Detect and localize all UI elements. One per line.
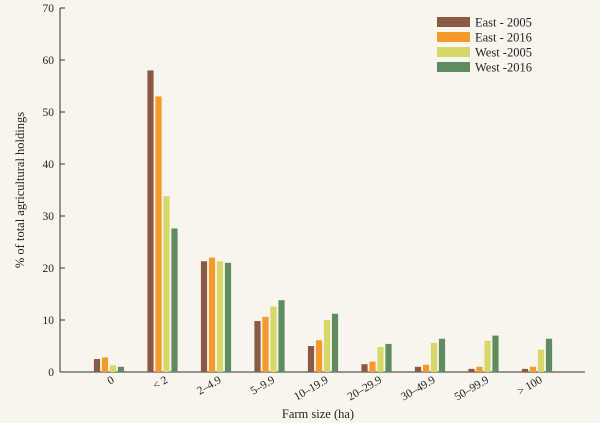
bar (155, 96, 162, 373)
bar (109, 365, 117, 372)
legend-label: West -2005 (475, 46, 532, 60)
x-tick-label: 20–29.9 (346, 374, 385, 403)
y-axis-ticks: 0 10 20 30 40 50 60 70 (43, 3, 65, 379)
bar (216, 261, 224, 372)
bar (369, 361, 376, 372)
bar (117, 366, 125, 372)
bar (492, 335, 499, 372)
x-tick-label: 30–49.9 (399, 374, 438, 403)
bar (377, 347, 384, 372)
bar (476, 366, 483, 372)
legend-label: East - 2016 (475, 31, 532, 45)
bar (101, 357, 109, 372)
bar (224, 262, 232, 372)
bar (163, 196, 170, 372)
y-tick-label: 40 (43, 159, 55, 171)
bar (200, 261, 208, 372)
y-tick-label: 0 (48, 367, 54, 379)
bar (484, 340, 491, 372)
bar (262, 316, 269, 372)
bar (529, 366, 537, 372)
bar (208, 257, 216, 372)
bar (278, 300, 285, 372)
bar (468, 368, 475, 372)
legend-label: West -2016 (475, 61, 532, 75)
bar (422, 364, 430, 372)
bar (323, 320, 331, 372)
bar (307, 346, 315, 372)
bar (315, 340, 323, 372)
legend-swatch (437, 47, 470, 57)
bar (545, 338, 553, 372)
y-tick-label: 70 (43, 3, 55, 15)
bar (270, 306, 277, 372)
x-tick-label: > 100 (515, 374, 544, 398)
bar (171, 228, 178, 372)
legend-swatch (437, 62, 470, 72)
bar (147, 70, 154, 373)
y-tick-label: 30 (43, 211, 55, 223)
x-axis-ticks: 0 < 2 2–4.9 5–9.9 10–19.9 20–29.9 30–49.9 50–99… (106, 374, 545, 403)
x-tick-label: 0 (106, 374, 117, 387)
bar (385, 343, 392, 372)
bar (93, 359, 101, 372)
bar (438, 338, 446, 372)
legend-swatch (437, 17, 470, 27)
x-tick-label: 50–99.9 (453, 374, 492, 403)
bar (331, 313, 339, 372)
bar (430, 342, 438, 372)
legend-swatch (437, 32, 470, 42)
y-axis-title: % of total agricultural holdings (13, 112, 27, 268)
bar (537, 349, 545, 372)
legend-label: East - 2005 (475, 16, 532, 30)
x-axis-title: Farm size (ha) (282, 407, 354, 421)
bar (521, 368, 529, 372)
x-tick-label: 2–4.9 (195, 374, 224, 397)
bar (361, 364, 368, 372)
y-tick-label: 50 (43, 107, 55, 119)
y-tick-label: 10 (43, 315, 55, 327)
x-tick-label: 10–19.9 (292, 374, 331, 403)
bar (414, 366, 422, 372)
x-tick-label: < 2 (151, 374, 170, 392)
x-tick-label: 5–9.9 (249, 374, 278, 397)
bars-group (93, 70, 553, 373)
y-tick-label: 60 (43, 55, 55, 67)
bar (254, 321, 261, 372)
y-tick-label: 20 (43, 263, 55, 275)
